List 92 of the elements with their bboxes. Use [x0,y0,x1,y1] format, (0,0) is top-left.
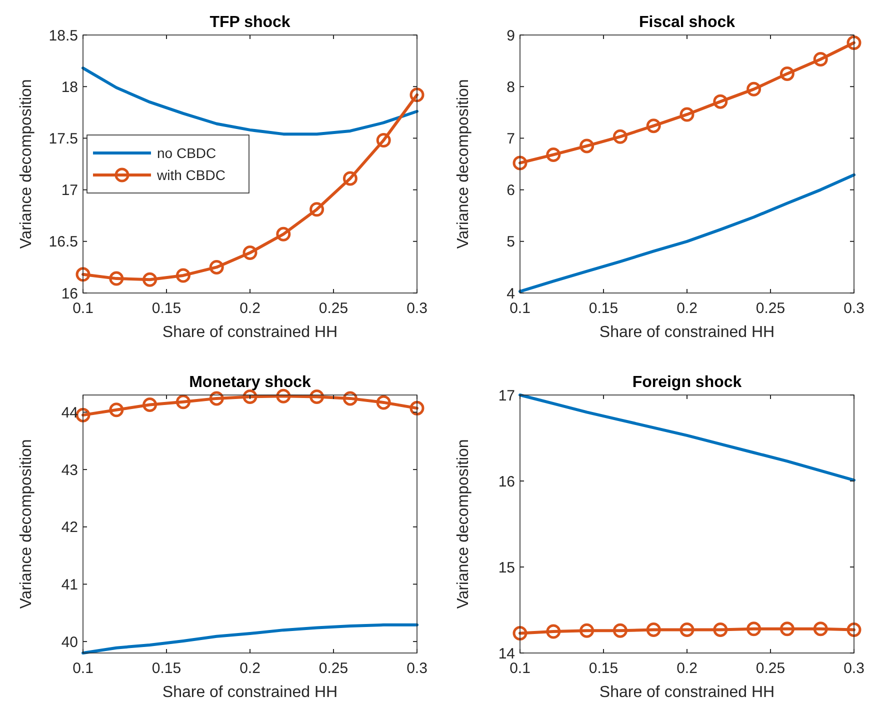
y-tick-label: 18.5 [48,27,78,44]
chart-title: Monetary shock [189,374,312,391]
line-series [518,173,856,293]
y-tick-label: 4 [506,285,515,302]
point [242,389,258,404]
x-axis-title: Share of constrained HH [599,324,775,341]
x-tick-label: 0.2 [240,660,260,677]
chart-title: TFP shock [210,14,290,31]
line-series [82,66,418,136]
x-axis-title: Share of constrained HH [162,324,338,341]
point [109,271,124,286]
y-axis-title: Variance decomposition [455,79,472,249]
x-tick-label: 0.2 [676,660,698,677]
y-tick-label: 6 [506,182,515,200]
x-tick-label: 0.15 [152,300,182,317]
line-series [518,394,856,482]
x-tick-label: 0.1 [510,660,530,677]
point [76,408,90,422]
point [142,272,158,287]
y-tick-label: 18 [61,78,78,96]
point [780,66,794,81]
point [813,52,828,66]
y-tick-label: 8 [506,78,515,96]
y-tick-label: 16 [61,285,78,302]
point [242,246,258,260]
x-tick-label: 0.3 [406,660,428,677]
y-tick-label: 17 [498,387,515,404]
point [846,35,862,50]
point [209,260,224,274]
x-tick-label: 0.1 [510,300,530,317]
x-tick-label: 0.1 [72,660,94,677]
y-axis-title: Variance decomposition [18,79,35,249]
point [512,156,528,170]
y-tick-label: 16.5 [48,234,78,251]
x-tick-label: 0.3 [406,300,428,317]
x-axis-title: Share of constrained HH [599,684,775,701]
y-tick-label: 14 [498,645,515,662]
y-tick-label: 9 [506,27,515,44]
line-series [82,623,418,654]
x-tick-label: 0.2 [676,300,698,317]
point [410,400,424,416]
point [176,268,190,283]
point [646,118,661,134]
point [376,395,391,410]
y-tick-label: 15 [498,559,515,576]
legend-label: no CBDC [157,144,216,161]
x-tick-label: 0.3 [844,300,864,317]
point [612,129,628,144]
y-axis-title: Variance decomposition [18,439,35,609]
y-tick-label: 40 [61,634,78,651]
y-tick-label: 5 [506,234,515,251]
y-tick-label: 7 [506,130,515,148]
x-tick-label: 0.25 [318,300,348,317]
y-tick-label: 17.5 [48,130,78,148]
point [310,389,324,404]
x-tick-label: 0.15 [588,660,618,677]
y-tick-label: 17 [61,182,78,200]
point [680,107,694,122]
point [342,391,358,406]
legend-label: with CBDC [156,166,226,183]
chart-title: Foreign shock [632,374,742,391]
point [142,397,158,412]
x-tick-label: 0.25 [756,300,786,317]
y-tick-label: 16 [498,473,515,490]
point [76,267,90,282]
y-tick-label: 43 [61,462,78,479]
point [713,94,728,109]
point [109,402,124,418]
point [276,226,291,242]
y-axis-title: Variance decomposition [455,439,472,609]
x-tick-label: 0.2 [240,300,260,317]
point [580,138,594,154]
x-tick-label: 0.3 [844,660,864,677]
point [176,394,190,410]
point [410,88,424,102]
point [276,388,291,404]
x-tick-label: 0.15 [152,660,182,677]
y-tick-label: 44 [61,404,78,422]
y-tick-label: 41 [61,576,78,594]
x-tick-label: 0.25 [756,660,786,677]
x-axis-title: Share of constrained HH [162,684,338,701]
x-tick-label: 0.25 [318,660,348,677]
point [209,391,224,406]
y-tick-label: 42 [61,519,78,536]
x-tick-label: 0.15 [588,300,618,317]
point [546,147,561,162]
chart-title: Fiscal shock [638,14,736,31]
point [342,171,358,186]
point [376,133,391,148]
x-tick-label: 0.1 [72,300,94,317]
point [746,82,762,96]
point [310,202,324,217]
